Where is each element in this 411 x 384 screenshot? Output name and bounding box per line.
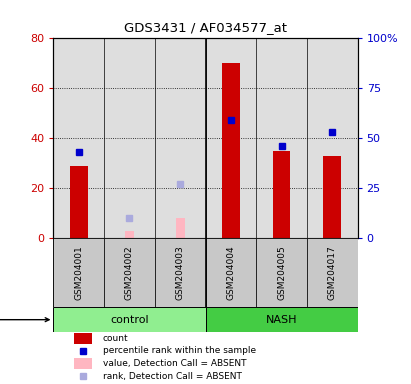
Text: control: control [110, 314, 149, 325]
Text: GSM204005: GSM204005 [277, 245, 286, 300]
Bar [272, 151, 291, 238]
Bar [104, 38, 155, 238]
Bar [74, 333, 92, 344]
Bar [307, 38, 358, 238]
Text: GSM204004: GSM204004 [226, 245, 236, 300]
Text: GSM204001: GSM204001 [74, 245, 83, 300]
Bar [104, 238, 155, 307]
Bar [176, 218, 185, 238]
Bar [323, 156, 341, 238]
Bar [206, 307, 358, 332]
Text: disease state: disease state [0, 314, 49, 325]
Bar [53, 238, 104, 307]
Text: GSM204017: GSM204017 [328, 245, 337, 300]
Bar [53, 38, 104, 238]
Bar [155, 238, 206, 307]
Bar [125, 230, 134, 238]
Bar [53, 307, 206, 332]
Bar [222, 63, 240, 238]
Bar [307, 238, 358, 307]
Text: rank, Detection Call = ABSENT: rank, Detection Call = ABSENT [103, 372, 242, 381]
Text: value, Detection Call = ABSENT: value, Detection Call = ABSENT [103, 359, 246, 368]
Text: NASH: NASH [266, 314, 297, 325]
Bar [70, 166, 88, 238]
Bar [206, 238, 256, 307]
Title: GDS3431 / AF034577_at: GDS3431 / AF034577_at [124, 22, 287, 35]
Text: count: count [103, 334, 128, 343]
Text: GSM204002: GSM204002 [125, 245, 134, 300]
Bar [256, 38, 307, 238]
Bar [74, 358, 92, 369]
Text: percentile rank within the sample: percentile rank within the sample [103, 346, 256, 356]
Bar [155, 38, 206, 238]
Bar [256, 238, 307, 307]
Bar [206, 38, 256, 238]
Text: GSM204003: GSM204003 [175, 245, 185, 300]
